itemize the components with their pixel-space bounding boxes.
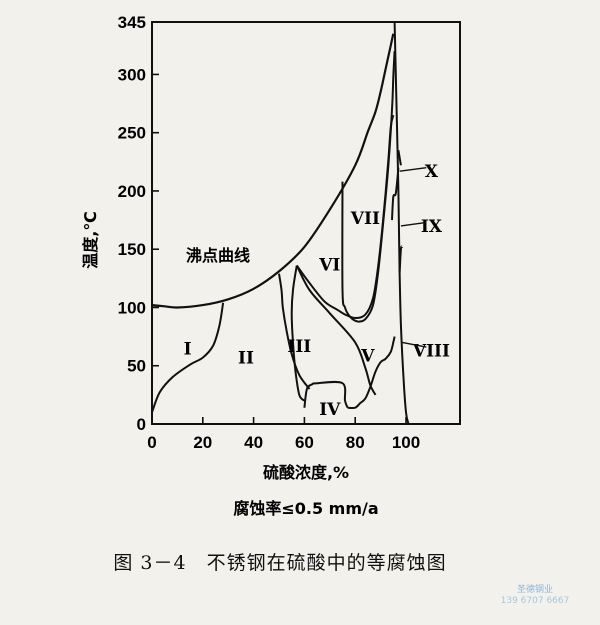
boiling-point-curve — [151, 33, 395, 309]
x-tick-label: 80 — [346, 433, 365, 452]
region-boundary-6 — [347, 336, 396, 410]
region-label: X — [425, 162, 439, 182]
watermark-name: 圣德钢业 — [516, 585, 553, 595]
region-boundary-8 — [341, 51, 396, 323]
y-tick-label: 100 — [118, 298, 146, 317]
region-boundary-4 — [303, 380, 349, 409]
region-label: V — [360, 346, 375, 366]
y-tick-label: 0 — [137, 415, 146, 434]
x-tick-label: 60 — [295, 433, 314, 452]
region-label: IV — [319, 400, 341, 420]
axes: 0 20 40 60 80 100 0 50 100 150 200 250 300 345 — [118, 13, 421, 452]
leader-line — [399, 166, 427, 172]
leader-line — [400, 221, 427, 227]
boiling-curve-label: 沸点曲线 — [186, 246, 250, 265]
region-label: I — [184, 339, 192, 359]
chart-subtitle: 腐蚀率≤0.5 mm/a — [233, 499, 378, 518]
watermark-phone: 139 6707 6667 — [500, 596, 570, 606]
x-tick-label: 100 — [392, 433, 420, 452]
region-label: II — [238, 349, 254, 369]
y-tick-label: 150 — [118, 240, 146, 259]
region-boundary-3 — [290, 265, 306, 402]
region-boundary-12 — [393, 21, 410, 425]
region-label: VI — [318, 255, 340, 275]
y-tick-label: 345 — [118, 13, 146, 32]
watermark: 圣德钢业 139 6707 6667 — [490, 585, 580, 607]
y-tick-label: 50 — [127, 357, 146, 376]
y-tick-label: 250 — [118, 124, 146, 143]
x-tick-label: 0 — [147, 433, 156, 452]
leader-line — [402, 341, 427, 348]
region-label: III — [287, 337, 311, 357]
region-boundary-2 — [278, 273, 311, 390]
plot-frame — [151, 21, 461, 425]
y-tick-label: 200 — [118, 182, 146, 201]
curves — [151, 21, 410, 425]
x-tick-label: 20 — [193, 433, 212, 452]
y-tick-label: 300 — [118, 65, 146, 84]
region-boundary-1 — [151, 302, 225, 413]
x-tick-label: 40 — [244, 433, 263, 452]
region-boundary-5 — [295, 265, 377, 396]
y-axis-label: 温度,℃ — [81, 211, 100, 269]
region-label: VIII — [412, 342, 450, 362]
figure-caption: 图 3－4 不锈钢在硫酸中的等腐蚀图 — [113, 552, 447, 574]
x-axis-label: 硫酸浓度,% — [263, 463, 349, 482]
region-label: IX — [421, 217, 443, 237]
region-label: VII — [350, 209, 380, 229]
